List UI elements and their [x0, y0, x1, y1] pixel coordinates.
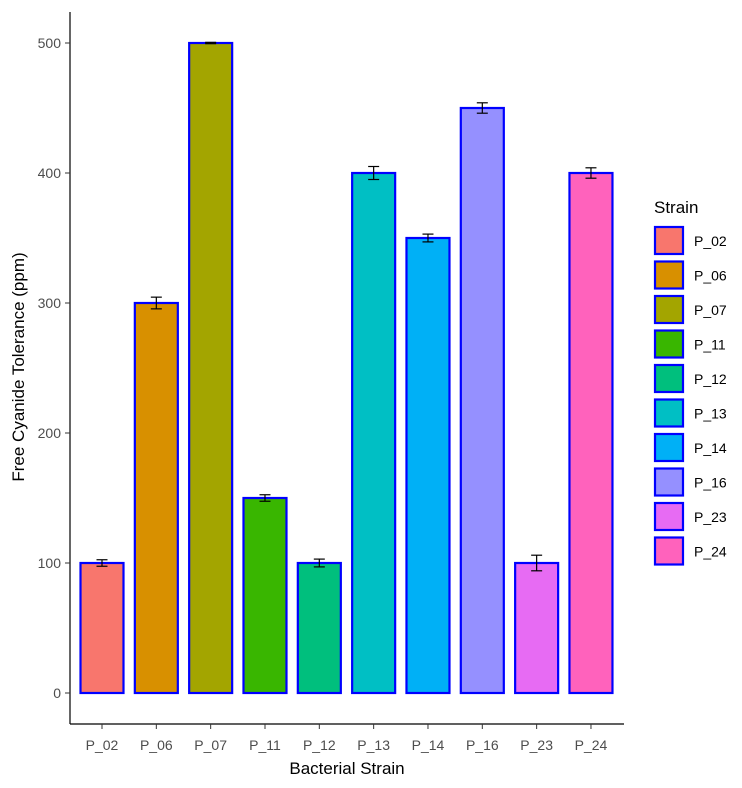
x-tick-label: P_11 [249, 737, 281, 753]
legend-entry: P_13 [653, 398, 727, 428]
bar-p-13 [351, 171, 397, 695]
bar-p-14 [405, 236, 451, 695]
bar-p-12 [296, 561, 342, 695]
legend-items: P_02 P_06 P_07 P_11 P_12 P_13 P_14 P_16 P_23 P_24 [653, 225, 727, 566]
legend-label: P_12 [694, 371, 727, 387]
bar-p-23 [514, 561, 560, 695]
legend-entry: P_23 [653, 501, 727, 532]
bar-p-06 [133, 301, 179, 695]
x-tick-label: P_07 [194, 737, 227, 753]
legend-label: P_07 [694, 302, 727, 318]
error-bar-p-06 [150, 296, 162, 310]
error-bar-p-23 [531, 554, 543, 572]
x-tick-label: P_06 [140, 737, 173, 753]
y-tick-label: 100 [38, 555, 62, 571]
legend-entry: P_12 [653, 363, 727, 394]
legend-entry: P_11 [653, 329, 726, 359]
legend-swatch [653, 363, 685, 394]
legend-swatch [653, 467, 685, 497]
legend-entry: P_24 [653, 536, 727, 566]
x-tick-label: P_13 [357, 737, 390, 753]
legend-swatch [653, 260, 685, 290]
error-bar-p-24 [585, 167, 597, 179]
y-axis-title: Free Cyanide Tolerance (ppm) [9, 252, 28, 481]
error-bar-p-07 [205, 41, 217, 45]
y-tick-label: 300 [38, 295, 62, 311]
legend-entry: P_02 [653, 225, 727, 256]
legend-label: P_02 [694, 233, 727, 249]
legend-label: P_13 [694, 406, 727, 422]
bar-p-16 [459, 106, 505, 695]
error-bar-p-02 [96, 559, 108, 567]
bar-p-07 [188, 41, 234, 695]
legend-swatch [653, 398, 685, 428]
x-tick-label: P_14 [412, 737, 445, 753]
legend-label: P_06 [694, 268, 727, 284]
legend-swatch [653, 225, 685, 256]
bar-p-24 [568, 171, 614, 695]
y-axis-ticks: 0 100 200 300 400 500 [38, 35, 70, 701]
legend-entry: P_06 [653, 260, 727, 290]
legend-swatch [653, 329, 685, 359]
legend-swatch [653, 536, 685, 566]
y-tick-label: 200 [38, 425, 62, 441]
error-bar-p-11 [259, 494, 271, 502]
x-tick-label: P_16 [466, 737, 499, 753]
x-axis-title: Bacterial Strain [289, 759, 404, 778]
axes [69, 12, 624, 725]
legend-swatch [653, 501, 685, 532]
legend-entry: P_14 [653, 432, 727, 463]
error-bar-p-12 [313, 558, 325, 568]
bars [79, 41, 614, 695]
error-bar-p-14 [422, 233, 434, 243]
legend-title: Strain [654, 198, 698, 217]
legend-label: P_11 [694, 337, 726, 353]
x-axis-ticks: P_02 P_06 P_07 P_11 P_12 P_13 P_14 P_16 P_23 P_24 [86, 724, 608, 753]
bar-p-02 [79, 561, 125, 695]
legend-swatch [653, 432, 685, 463]
legend-entry: P_07 [653, 294, 727, 325]
x-tick-label: P_12 [303, 737, 336, 753]
legend-label: P_14 [694, 440, 727, 456]
y-tick-label: 400 [38, 165, 62, 181]
error-bars [96, 41, 597, 572]
legend: Strain P_02P_06P_07P_11P_12P_13P_14P_16P… [653, 198, 727, 566]
x-tick-label: P_02 [86, 737, 119, 753]
error-bar-p-13 [368, 165, 380, 181]
x-tick-label: P_24 [575, 737, 608, 753]
legend-label: P_24 [694, 544, 727, 560]
legend-label: P_23 [694, 509, 727, 525]
y-tick-label: 0 [53, 685, 61, 701]
error-bar-p-16 [476, 102, 488, 114]
legend-entry: P_16 [653, 467, 727, 497]
legend-label: P_16 [694, 475, 727, 491]
x-tick-label: P_23 [520, 737, 553, 753]
legend-swatch [653, 294, 685, 325]
bar-p-11 [242, 496, 288, 695]
y-tick-label: 500 [38, 35, 62, 51]
